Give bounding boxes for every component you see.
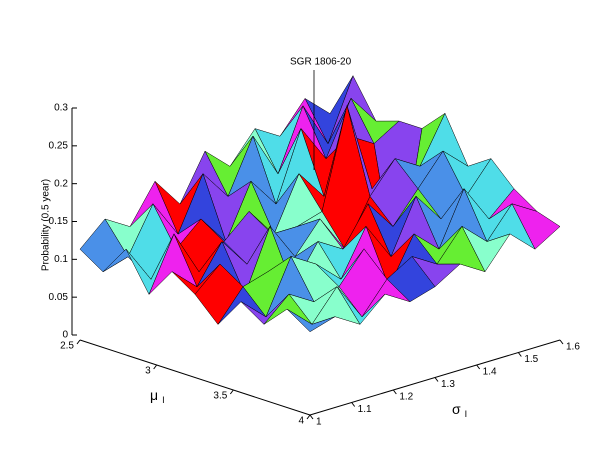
surface-cell — [286, 308, 336, 333]
y-tick-label: 1.3 — [441, 379, 455, 390]
z-tick-label: 0.1 — [54, 254, 68, 265]
x-tick — [76, 339, 81, 345]
y-tick-label: 1.1 — [358, 404, 372, 415]
z-tick-label: 0.05 — [49, 292, 69, 303]
y-axis-subscript: I — [465, 409, 468, 419]
z-tick-label: 0.3 — [54, 103, 68, 114]
x-tick-label: 3.5 — [213, 391, 227, 402]
x-tick-label: 4 — [298, 416, 304, 427]
y-tick-label: 1.5 — [524, 354, 538, 365]
x-tick — [306, 414, 311, 420]
y-tick-label: 1 — [316, 417, 322, 428]
z-tick-label: 0.2 — [54, 178, 68, 189]
x-axis-symbol: μ — [150, 387, 158, 403]
z-tick-label: 0.15 — [49, 216, 69, 227]
y-tick — [392, 389, 397, 395]
y-tick — [559, 339, 564, 345]
z-axis-label: Probability (0.5 year) — [41, 179, 52, 271]
y-axis-symbol: σ — [452, 401, 461, 417]
y-tick — [309, 414, 314, 420]
y-tick — [476, 364, 481, 370]
x-tick — [153, 364, 158, 370]
y-tick-label: 1.6 — [566, 342, 580, 353]
x-tick — [229, 389, 234, 395]
z-tick-label: 0.25 — [49, 140, 69, 151]
y-tick — [434, 377, 439, 382]
x-axis-line — [79, 339, 311, 416]
annotation: SGR 1806-20 — [290, 57, 352, 68]
z-tick-label: 0 — [62, 330, 68, 341]
y-tick — [517, 352, 522, 357]
y-tick-label: 1.2 — [399, 392, 413, 403]
x-tick-label: 3 — [145, 366, 151, 377]
x-tick-label: 2.5 — [60, 341, 74, 352]
x-axis-subscript: I — [162, 395, 165, 405]
y-tick-label: 1.4 — [483, 367, 497, 378]
y-tick — [351, 402, 356, 407]
